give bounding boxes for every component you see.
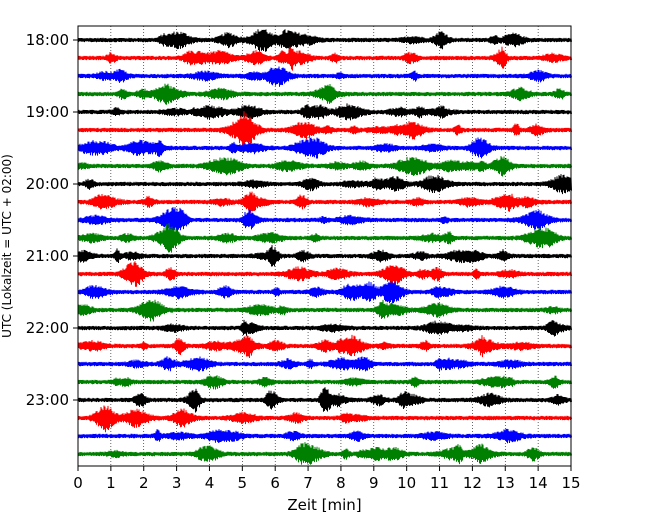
y-tick-label: 20:00	[26, 175, 69, 193]
trace-2145	[77, 299, 572, 322]
trace-1815	[77, 46, 572, 71]
x-axis-label: Zeit [min]	[287, 496, 361, 514]
trace-2230	[77, 356, 572, 372]
y-tick-label: 23:00	[26, 391, 69, 409]
trace-1945	[77, 156, 572, 177]
x-tick-label: 12	[463, 474, 482, 492]
x-tick-label: 3	[172, 474, 182, 492]
trace-1800	[77, 29, 572, 52]
x-tick-label: 7	[303, 474, 313, 492]
trace-2130	[77, 280, 572, 304]
y-tick-label: 21:00	[26, 247, 69, 265]
trace-2315	[77, 405, 572, 433]
y-axis-label: UTC (Lokalzeit = UTC + 02:00)	[0, 154, 14, 338]
trace-2200	[77, 319, 572, 337]
plot-area	[77, 25, 572, 467]
x-tick-label: 15	[561, 474, 580, 492]
x-tick-label: 6	[270, 474, 280, 492]
trace-2345	[77, 442, 572, 465]
x-axis-ticks: 0 1 2 3 4 5 6 7 8 9 10 11 12 13 14 15	[73, 466, 581, 492]
trace-1915	[77, 111, 572, 150]
trace-2300	[77, 387, 572, 413]
x-tick-label: 2	[139, 474, 149, 492]
seismogram-traces	[77, 29, 572, 465]
x-tick-label: 4	[205, 474, 215, 492]
trace-2330	[77, 428, 572, 444]
trace-2015	[77, 191, 572, 213]
x-tick-label: 13	[496, 474, 515, 492]
y-tick-label: 18:00	[26, 31, 69, 49]
y-tick-label: 19:00	[26, 103, 69, 121]
x-tick-label: 1	[106, 474, 116, 492]
y-axis-ticks: 18:00 19:00 20:00 21:00 22:00 23:00	[26, 31, 78, 409]
plot-frame	[77, 25, 572, 467]
trace-1930	[77, 137, 572, 159]
trace-1830	[77, 66, 572, 87]
trace-2115	[77, 261, 572, 287]
trace-1900	[77, 103, 572, 121]
trace-1845	[77, 83, 572, 105]
trace-2100	[77, 245, 572, 267]
y-tick-label: 22:00	[26, 319, 69, 337]
trace-2215	[77, 334, 572, 359]
x-tick-label: 14	[529, 474, 548, 492]
x-tick-label: 11	[430, 474, 449, 492]
trace-2000	[77, 174, 572, 195]
x-tick-label: 5	[238, 474, 248, 492]
grid-lines	[110, 26, 539, 466]
x-tick-label: 0	[73, 474, 83, 492]
x-tick-label: 9	[369, 474, 379, 492]
trace-2245	[77, 375, 572, 390]
x-tick-label: 10	[397, 474, 416, 492]
x-tick-label: 8	[336, 474, 346, 492]
trace-2030	[77, 207, 572, 233]
trace-2045	[77, 223, 572, 253]
